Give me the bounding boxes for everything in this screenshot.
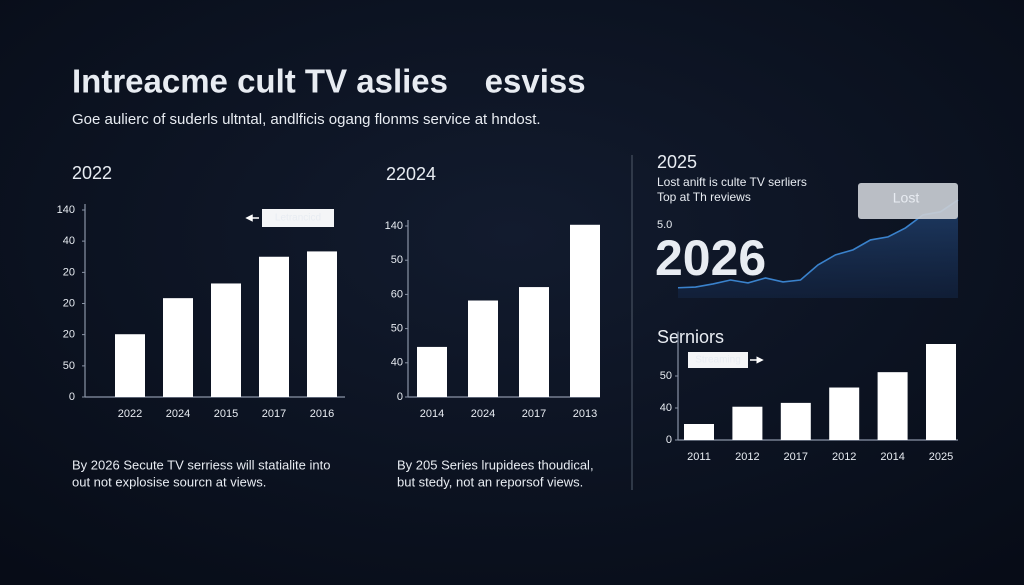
x-tick-label: 2011 xyxy=(687,451,711,463)
x-tick-label: 2012 xyxy=(735,451,759,463)
x-tick-label: 2024 xyxy=(471,408,495,420)
x-tick-label: 2025 xyxy=(929,451,953,463)
x-tick-label: 2024 xyxy=(166,408,190,420)
bar xyxy=(877,372,908,440)
bar xyxy=(468,300,498,397)
line xyxy=(677,199,959,289)
y-tick-label: 0 xyxy=(397,391,403,403)
x-tick-label: 2017 xyxy=(784,451,808,463)
chart-title: 2022 xyxy=(72,163,112,183)
y-tick-label: 140 xyxy=(57,204,75,216)
caption: out not explosise sourcn at views. xyxy=(72,474,266,489)
bar xyxy=(259,256,289,397)
y-tick-label: 50 xyxy=(660,370,672,382)
bar xyxy=(163,298,193,397)
bar xyxy=(115,334,145,397)
y-tick-label: 20 xyxy=(63,297,75,309)
x-tick-label: 2014 xyxy=(420,408,444,420)
y-tick-label: 50 xyxy=(391,323,403,335)
annotation-label: Letrancicd xyxy=(275,213,321,224)
callout-label: Lost xyxy=(893,190,920,206)
x-tick-label: 2017 xyxy=(262,408,286,420)
y-tick-label: 40 xyxy=(63,235,75,247)
chart-subtitle: Lost anift is culte TV serliers xyxy=(657,175,807,189)
chart-subtitle: Top at Th reviews xyxy=(657,190,751,204)
x-tick-label: 2017 xyxy=(522,408,546,420)
y-tick-label: 40 xyxy=(391,357,403,369)
x-tick-label: 2013 xyxy=(573,408,597,420)
bar xyxy=(570,224,600,397)
y-tick-label: 20 xyxy=(63,266,75,278)
bar xyxy=(684,424,714,440)
y-tick-label: 60 xyxy=(391,288,403,300)
bar xyxy=(926,344,956,440)
y-tick-label: 20 xyxy=(63,329,75,341)
x-tick-label: 2014 xyxy=(880,451,904,463)
page-title: Intreacme cult TV aslies esviss xyxy=(72,63,586,100)
annotation-label: Streaming xyxy=(695,355,741,366)
callout-box xyxy=(858,183,958,219)
caption: By 205 Series lrupidees thoudical, xyxy=(397,457,594,472)
x-tick-label: 2016 xyxy=(310,408,334,420)
bar xyxy=(307,251,337,397)
y-tick-label: 50 xyxy=(391,254,403,266)
page-subtitle: Goe aulierc of suderls ultntal, andlfici… xyxy=(72,111,541,128)
caption: but stedy, not an reporsof views. xyxy=(397,474,583,489)
annotation-box xyxy=(688,352,748,368)
bar xyxy=(780,402,811,440)
bar xyxy=(417,346,447,397)
area xyxy=(678,200,958,298)
big-number: 2026 xyxy=(655,230,766,286)
bar xyxy=(211,283,241,397)
y-tick-label: 5.0 xyxy=(657,219,672,231)
x-tick-label: 2022 xyxy=(118,408,142,420)
caption: By 2026 Secute TV serriess will statiali… xyxy=(72,457,330,472)
y-tick-label: 50 xyxy=(63,360,75,372)
y-tick-label: 140 xyxy=(385,220,403,232)
bar xyxy=(519,287,549,397)
chart-title: 2025 xyxy=(657,152,697,172)
y-tick-label: 40 xyxy=(660,402,672,414)
y-tick-label: 0 xyxy=(666,434,672,446)
annotation-box xyxy=(262,209,334,227)
bar xyxy=(732,406,763,440)
x-tick-label: 2012 xyxy=(832,451,856,463)
y-tick-label: 0 xyxy=(69,391,75,403)
chart-title: 22024 xyxy=(386,164,436,184)
chart-title: Serniors xyxy=(657,327,724,347)
bar xyxy=(829,387,860,440)
x-tick-label: 2015 xyxy=(214,408,238,420)
